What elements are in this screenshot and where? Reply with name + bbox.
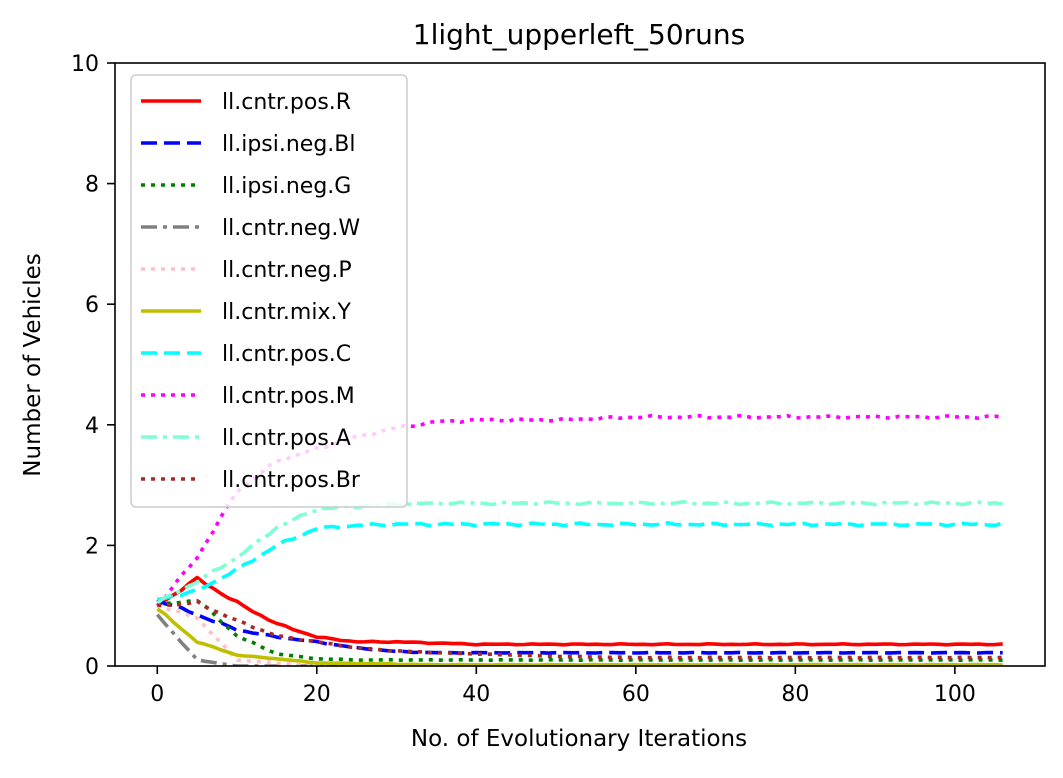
series-line-ll-cntr-neg-p: [156, 603, 1003, 666]
y-tick-label: 0: [85, 655, 99, 680]
legend-label: ll.cntr.mix.Y: [222, 300, 351, 325]
chart-title: 1light_upperleft_50runs: [413, 18, 745, 51]
x-tick-label: 80: [781, 682, 809, 707]
series-line-ll-cntr-pos-c: [157, 521, 1004, 602]
legend-label: ll.ipsi.neg.Bl: [222, 132, 356, 157]
y-tick-label: 4: [85, 414, 99, 439]
x-tick-label: 40: [462, 682, 490, 707]
legend-label: ll.cntr.pos.Br: [222, 468, 361, 493]
x-axis-label: No. of Evolutionary Iterations: [411, 726, 747, 752]
legend-label: ll.cntr.neg.P: [222, 258, 352, 283]
y-axis-label: Number of Vehicles: [20, 253, 46, 476]
legend-label: ll.cntr.pos.A: [222, 426, 351, 451]
legend-box: [130, 74, 408, 508]
plot-area: [155, 413, 1004, 666]
legend: ll.cntr.pos.R ll.ipsi.neg.Bl ll.ipsi.neg.G…: [130, 74, 408, 508]
legend-label: ll.cntr.neg.W: [222, 216, 360, 241]
legend-label: ll.cntr.pos.M: [222, 384, 355, 409]
axes-frame: [114, 62, 1046, 667]
series-line-ll-cntr-mix-y: [156, 607, 1003, 666]
axes: 0 20 40 60 80 100 0 2 4 6 8 10: [71, 52, 1046, 707]
y-tick-label: 2: [85, 534, 99, 559]
y-tick-label: 8: [85, 173, 99, 198]
legend-label: ll.ipsi.neg.G: [222, 174, 351, 199]
x-tick-label: 20: [303, 682, 331, 707]
legend-label: ll.cntr.pos.C: [222, 342, 351, 367]
series-line-ll-ipsi-neg-g: [156, 598, 1003, 663]
legend-label: ll.cntr.pos.R: [222, 90, 351, 115]
x-tick-label: 0: [150, 682, 164, 707]
y-tick-label: 6: [85, 293, 99, 318]
x-tick-label: 100: [934, 682, 976, 707]
series-line-ll-cntr-pos-r: [156, 575, 1003, 647]
x-tick-label: 60: [622, 682, 650, 707]
series-lines: [155, 413, 1004, 666]
series-line-ll-ipsi-neg-bl: [156, 598, 1003, 655]
y-tick-label: 10: [71, 52, 99, 77]
series-line-ll-cntr-pos-a: [156, 499, 1003, 605]
series-line-ll-cntr-pos-br: [157, 599, 1003, 660]
